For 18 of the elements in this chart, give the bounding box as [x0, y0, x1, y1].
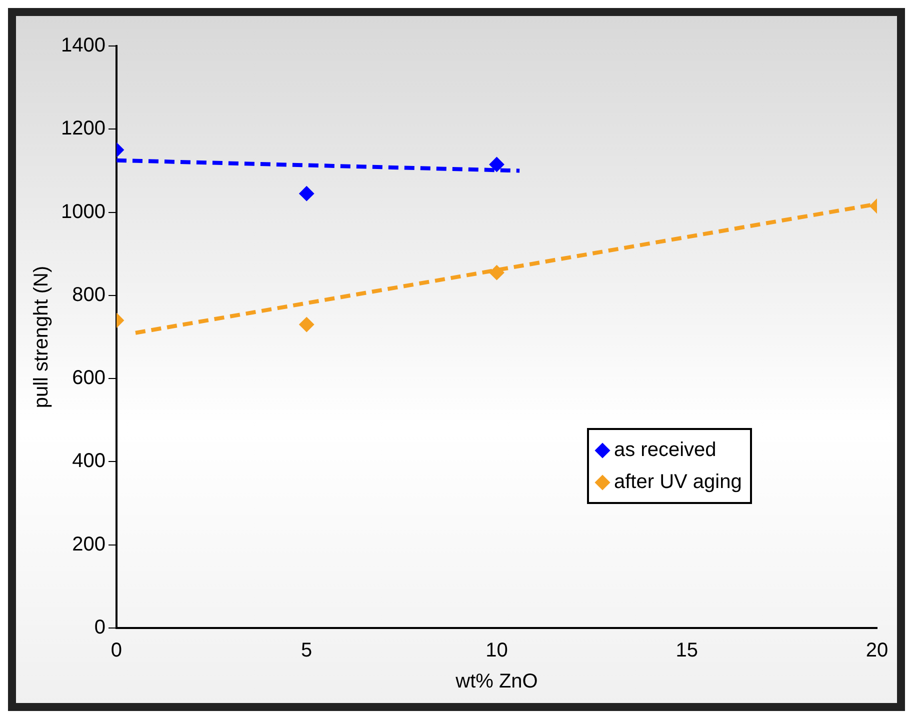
- x-tick-label: 20: [866, 640, 888, 662]
- x-tick-label: 10: [486, 640, 508, 662]
- y-tick-label: 800: [72, 284, 106, 306]
- y-tick-label: 1400: [60, 34, 106, 57]
- legend-label: after UV aging: [614, 470, 742, 495]
- x-tick-label: 0: [110, 640, 122, 662]
- y-tick-label: 600: [72, 367, 106, 390]
- y-axis-title: pull strenght (N): [30, 266, 53, 408]
- y-tick-label: 400: [72, 450, 106, 472]
- y-tick-label: 200: [72, 533, 106, 556]
- point: [489, 156, 504, 172]
- x-tick-label: 15: [676, 640, 698, 662]
- legend-label: as received: [614, 438, 716, 463]
- y-tick-label: 1200: [60, 118, 106, 140]
- y-tick-label: 0: [94, 616, 106, 639]
- x-axis-title: wt% ZnO: [454, 670, 538, 693]
- x-tick-label: 5: [301, 640, 312, 662]
- y-tick-label: 1000: [60, 200, 106, 223]
